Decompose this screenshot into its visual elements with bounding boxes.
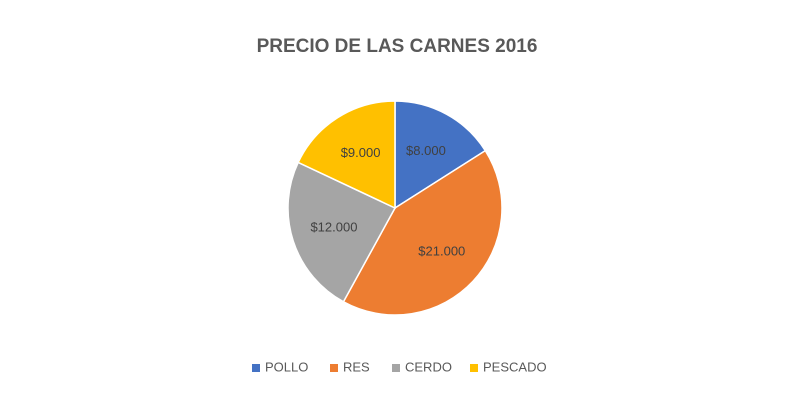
legend-label: POLLO — [265, 359, 308, 374]
legend-label: CERDO — [405, 359, 452, 374]
pie-slice — [394, 100, 487, 210]
pie-slice — [297, 100, 396, 210]
pie-slice — [287, 161, 397, 303]
legend-swatch — [470, 364, 478, 372]
data-label: $21.000 — [418, 243, 465, 258]
chart-title: PRECIO DE LAS CARNES 2016 — [257, 36, 538, 57]
data-label: $8.000 — [406, 143, 446, 158]
pie-slice — [342, 149, 503, 316]
data-label: $12.000 — [310, 219, 357, 234]
data-label: $9.000 — [341, 145, 381, 160]
legend-swatch — [392, 364, 400, 372]
legend-swatch — [330, 364, 338, 372]
legend-label: RES — [343, 359, 370, 374]
legend-label: PESCADO — [483, 359, 547, 374]
legend-swatch — [252, 364, 260, 372]
